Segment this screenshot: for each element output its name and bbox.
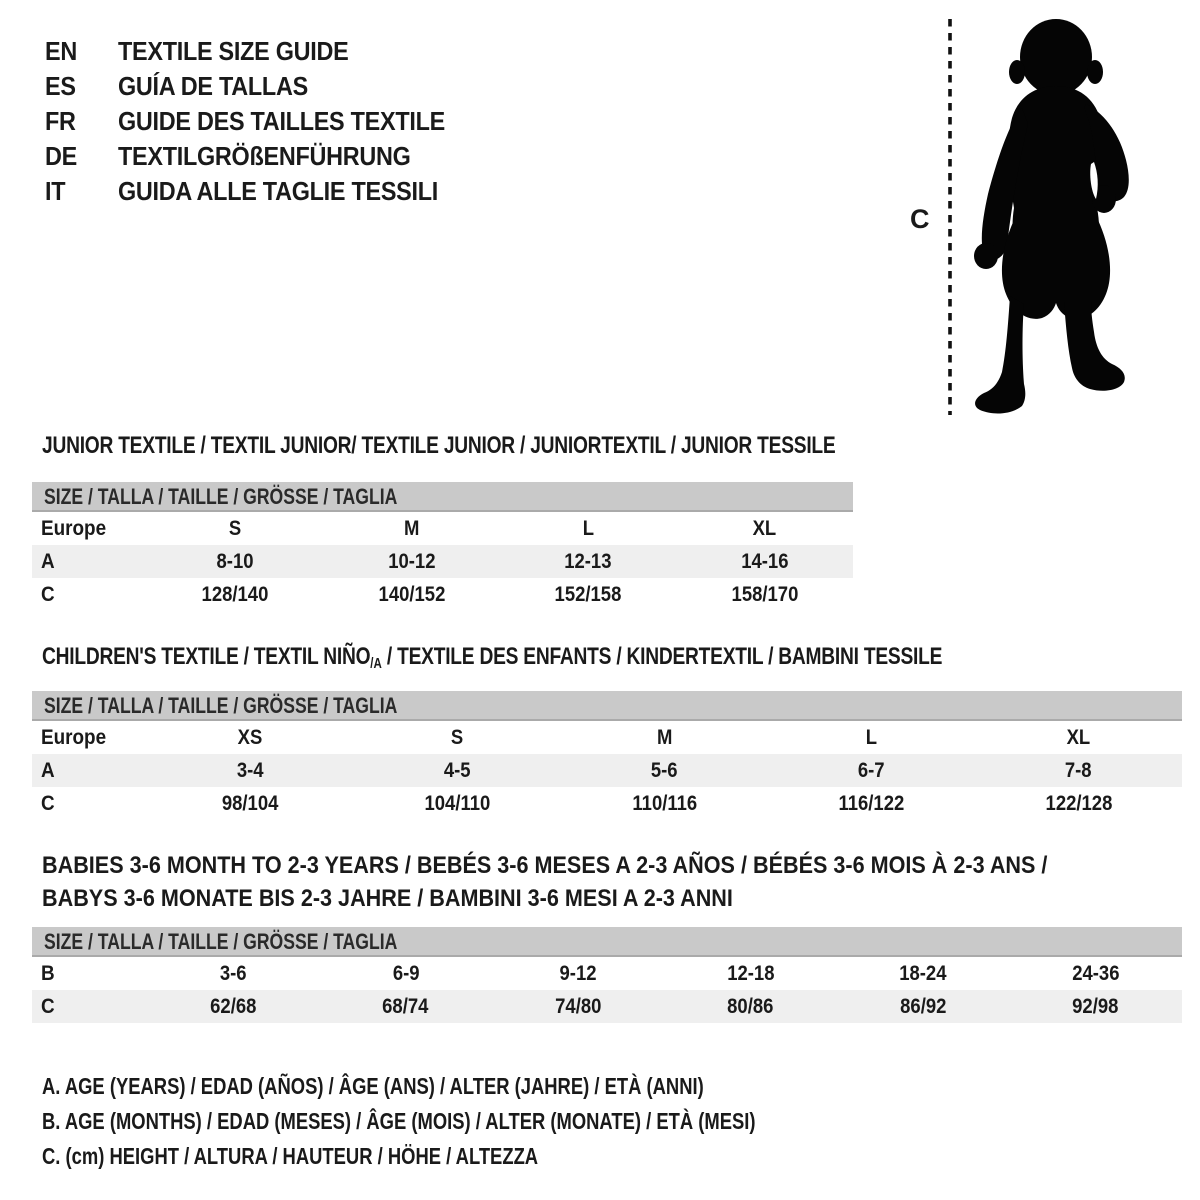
table-row-height: C 98/104 104/110 110/116 116/122 122/128 [32,787,1182,820]
language-row-en: EN TEXTILE SIZE GUIDE [45,34,481,69]
table-cell: 9-12 [559,961,597,985]
table-cell: XL [1066,725,1091,749]
language-code: ES [45,71,76,101]
table-cell: 116/122 [838,791,905,815]
language-title: GUÍA DE TALLAS [118,71,308,101]
row-label: C [41,582,55,606]
table-cell: 104/110 [424,791,491,815]
row-label: B [41,961,55,985]
height-dashed-line-icon [948,19,952,415]
row-label: Europe [41,516,107,540]
table-cell: 128/140 [201,582,269,606]
table-cell: L [865,725,878,749]
heading-subscript: /A [370,656,382,673]
table-row-months: B 3-6 6-9 9-12 12-18 18-24 24-36 [32,957,1182,990]
language-row-de: DE TEXTILGRÖßENFÜHRUNG [45,139,481,174]
table-cell: 4-5 [444,758,471,782]
babies-heading-line2: BABYS 3-6 MONATE BIS 2-3 JAHRE / BAMBINI… [42,885,733,912]
table-cell: 68/74 [382,994,429,1018]
table-cell: 122/128 [1045,791,1112,815]
table-cell: M [656,725,673,749]
language-title: TEXTILGRÖßENFÜHRUNG [118,141,411,171]
table-cell: 158/170 [731,582,799,606]
table-cell: 152/158 [554,582,622,606]
language-title: TEXTILE SIZE GUIDE [118,36,349,66]
language-title: GUIDE DES TAILLES TEXTILE [118,106,445,136]
height-measure-label: C [910,204,930,234]
toddler-silhouette-icon [974,19,1129,414]
table-cell: 80/86 [727,994,774,1018]
table-cell: 12-18 [727,961,775,985]
table-cell: 7-8 [1065,758,1092,782]
legend-line-a: A. AGE (YEARS) / EDAD (AÑOS) / ÂGE (ANS)… [42,1073,704,1099]
table-cell: 62/68 [210,994,257,1018]
junior-section-heading: JUNIOR TEXTILE / TEXTIL JUNIOR/ TEXTILE … [42,432,836,459]
table-row-age: A 3-4 4-5 5-6 6-7 7-8 [32,754,1182,787]
babies-size-table: SIZE / TALLA / TAILLE / GRÖSSE / TAGLIA … [32,927,1182,1023]
row-label: A [41,758,55,782]
table-cell: 12-13 [564,549,612,573]
table-cell: 3-6 [219,961,247,985]
table-cell: 5-6 [651,758,678,782]
table-cell: S [451,725,464,749]
table-cell: 8-10 [216,549,254,573]
language-title: GUIDA ALLE TAGLIE TESSILI [118,176,438,206]
language-row-es: ES GUÍA DE TALLAS [45,69,481,104]
babies-section-heading: BABIES 3-6 MONTH TO 2-3 YEARS / BEBÉS 3-… [42,849,1159,915]
legend-line-b: B. AGE (MONTHS) / EDAD (MESES) / ÂGE (MO… [42,1108,756,1134]
table-row-height: C 62/68 68/74 74/80 80/86 86/92 92/98 [32,990,1182,1023]
table-cell: 92/98 [1072,994,1119,1018]
table-cell: 18-24 [899,961,947,985]
junior-size-table: SIZE / TALLA / TAILLE / GRÖSSE / TAGLIA … [32,482,853,611]
table-cell: XS [238,725,263,749]
table-row-europe: Europe S M L XL [32,512,853,545]
row-label: Europe [41,725,107,749]
table-cell: XL [752,516,777,540]
language-code: IT [45,176,66,206]
language-row-it: IT GUIDA ALLE TAGLIE TESSILI [45,174,481,209]
table-cell: 74/80 [555,994,602,1018]
row-label: A [41,549,55,573]
language-code: DE [45,141,77,171]
children-size-table: SIZE / TALLA / TAILLE / GRÖSSE / TAGLIA … [32,691,1182,820]
legend-line-c: C. (cm) HEIGHT / ALTURA / HAUTEUR / HÖHE… [42,1143,539,1169]
table-cell: 86/92 [900,994,947,1018]
table-cell: 6-7 [858,758,885,782]
table-cell: 6-9 [392,961,420,985]
table-cell: L [582,516,594,540]
table-cell: 110/116 [632,791,697,815]
junior-table-header-band: SIZE / TALLA / TAILLE / GRÖSSE / TAGLIA [32,482,853,512]
table-cell: S [229,516,242,540]
language-list: EN TEXTILE SIZE GUIDE ES GUÍA DE TALLAS … [45,34,481,209]
row-label: C [41,994,55,1018]
language-row-fr: FR GUIDE DES TAILLES TEXTILE [45,104,481,139]
children-table-header-band: SIZE / TALLA / TAILLE / GRÖSSE / TAGLIA [32,691,1182,721]
table-cell: 140/152 [378,582,446,606]
language-code: FR [45,106,76,136]
table-cell: 14-16 [741,549,789,573]
babies-heading-line1: BABIES 3-6 MONTH TO 2-3 YEARS / BEBÉS 3-… [42,852,1048,879]
table-cell: 3-4 [237,758,264,782]
row-label: C [41,791,55,815]
table-row-height: C 128/140 140/152 152/158 158/170 [32,578,853,611]
table-row-europe: Europe XS S M L XL [32,721,1182,754]
table-cell: 10-12 [388,549,436,573]
table-cell: 98/104 [222,791,279,815]
table-row-age: A 8-10 10-12 12-13 14-16 [32,545,853,578]
measure-legend: A. AGE (YEARS) / EDAD (AÑOS) / ÂGE (ANS)… [42,1069,934,1174]
babies-table-header-band: SIZE / TALLA / TAILLE / GRÖSSE / TAGLIA [32,927,1182,957]
table-cell: M [404,516,420,540]
children-section-heading: CHILDREN'S TEXTILE / TEXTIL NIÑO/A / TEX… [42,643,943,673]
language-code: EN [45,36,77,66]
table-cell: 24-36 [1072,961,1120,985]
